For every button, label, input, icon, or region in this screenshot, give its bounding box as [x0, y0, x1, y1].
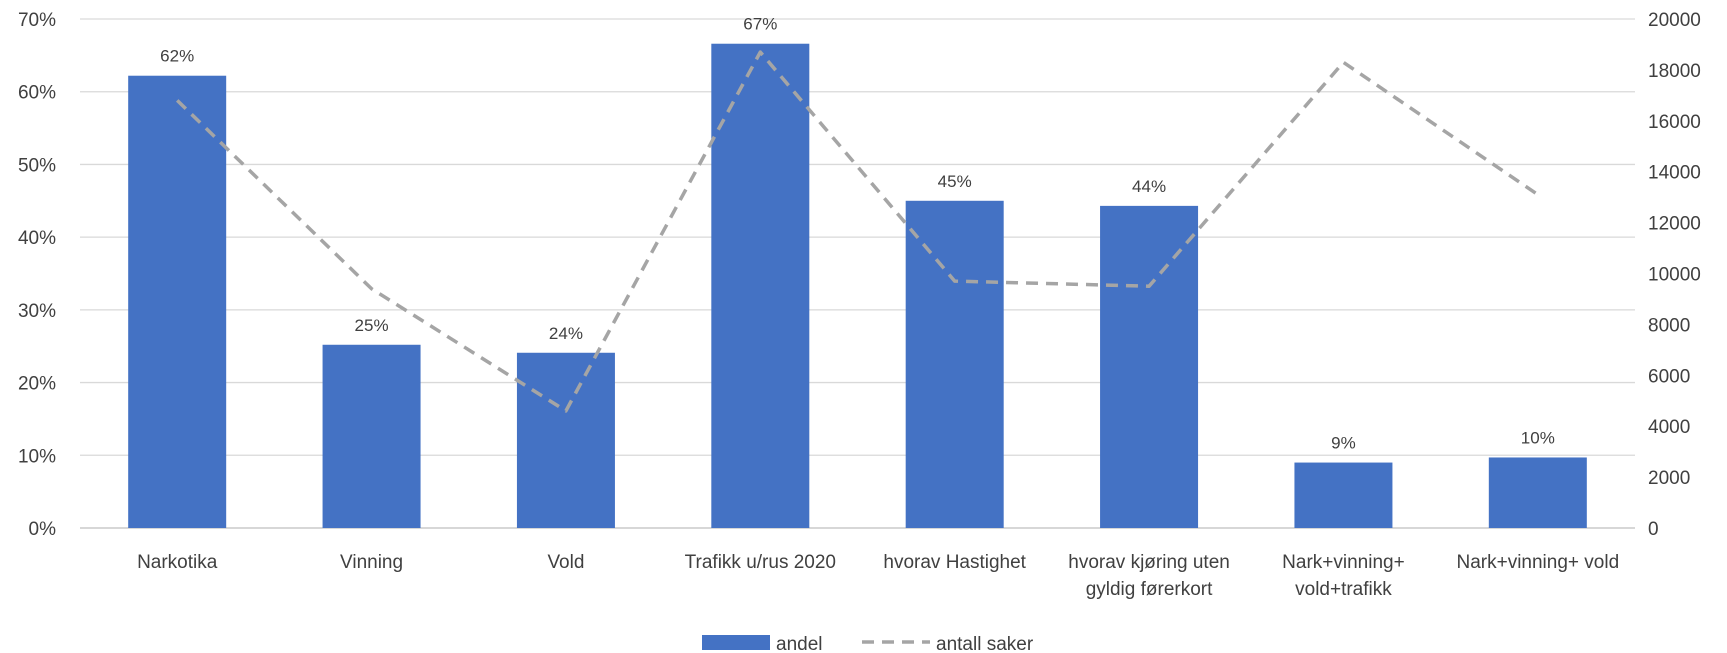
legend-label-andel: andel — [776, 634, 823, 653]
x-axis-categories: Narkotika Vinning Vold Trafikk u/rus 2020 hv… — [137, 552, 1619, 600]
data-label: 45% — [938, 172, 972, 191]
bar — [1488, 457, 1587, 528]
data-label: 9% — [1331, 434, 1356, 453]
data-label: 10% — [1521, 428, 1555, 447]
bar — [1294, 462, 1393, 528]
y-left-tick-label: 60% — [18, 83, 56, 104]
x-category-label: Narkotika — [137, 552, 218, 573]
bar-series-andel — [128, 43, 1587, 529]
x-category-label: hvorav kjøring uten — [1068, 552, 1230, 573]
bar — [322, 344, 421, 528]
y-left-tick-label: 50% — [18, 155, 56, 176]
x-category-label: Trafikk u/rus 2020 — [685, 552, 836, 573]
legend: andel antall saker — [702, 634, 1034, 653]
y-right-tick-label: 18000 — [1648, 61, 1701, 82]
data-label: 44% — [1132, 177, 1166, 196]
bar — [905, 200, 1004, 529]
y-right-tick-label: 20000 — [1648, 10, 1701, 31]
data-label: 24% — [549, 324, 583, 343]
line-path — [175, 50, 1539, 413]
y-right-tick-label: 8000 — [1648, 315, 1690, 336]
y-right-tick-label: 6000 — [1648, 366, 1690, 387]
y-right-tick-label: 16000 — [1648, 112, 1701, 133]
y-right-tick-label: 12000 — [1648, 214, 1701, 235]
x-category-label: hvorav Hastighet — [883, 552, 1026, 573]
data-labels: 62% 25% 24% 67% 45% 44% 9% 10% — [160, 15, 1555, 453]
data-label: 67% — [743, 15, 777, 34]
y-right-tick-label: 4000 — [1648, 417, 1690, 438]
y-right-tick-label: 2000 — [1648, 468, 1690, 489]
bar — [516, 352, 615, 528]
y-left-tick-label: 70% — [18, 10, 56, 31]
y-left-tick-label: 30% — [18, 301, 56, 322]
data-label: 62% — [160, 47, 194, 66]
bar — [1100, 205, 1199, 528]
y-left-tick-label: 10% — [18, 446, 56, 467]
bar — [711, 43, 810, 528]
x-category-label: gyldig førerkort — [1086, 579, 1213, 600]
data-label: 25% — [355, 316, 389, 335]
y-right-tick-label: 0 — [1648, 519, 1659, 540]
line-series-antall-saker — [175, 50, 1539, 413]
y-right-tick-label: 10000 — [1648, 265, 1701, 286]
y-left-tick-label: 40% — [18, 228, 56, 249]
x-category-label: Vinning — [340, 552, 403, 573]
legend-swatch-andel — [702, 635, 770, 650]
y-left-tick-label: 20% — [18, 374, 56, 395]
bar — [128, 75, 227, 529]
x-category-label: vold+trafikk — [1295, 579, 1392, 600]
y-axis-right: 0 2000 4000 6000 8000 10000 12000 14000 16000 180… — [1648, 10, 1701, 540]
x-category-label: Nark+vinning+ — [1282, 552, 1405, 573]
x-category-label: Nark+vinning+ vold — [1456, 552, 1619, 573]
legend-label-antall-saker: antall saker — [936, 634, 1034, 653]
x-category-label: Vold — [547, 552, 584, 573]
y-left-tick-label: 0% — [29, 519, 57, 540]
y-axis-left: 0% 10% 20% 30% 40% 50% 60% 70% — [18, 10, 56, 540]
gridlines — [80, 18, 1635, 529]
y-right-tick-label: 14000 — [1648, 163, 1701, 184]
